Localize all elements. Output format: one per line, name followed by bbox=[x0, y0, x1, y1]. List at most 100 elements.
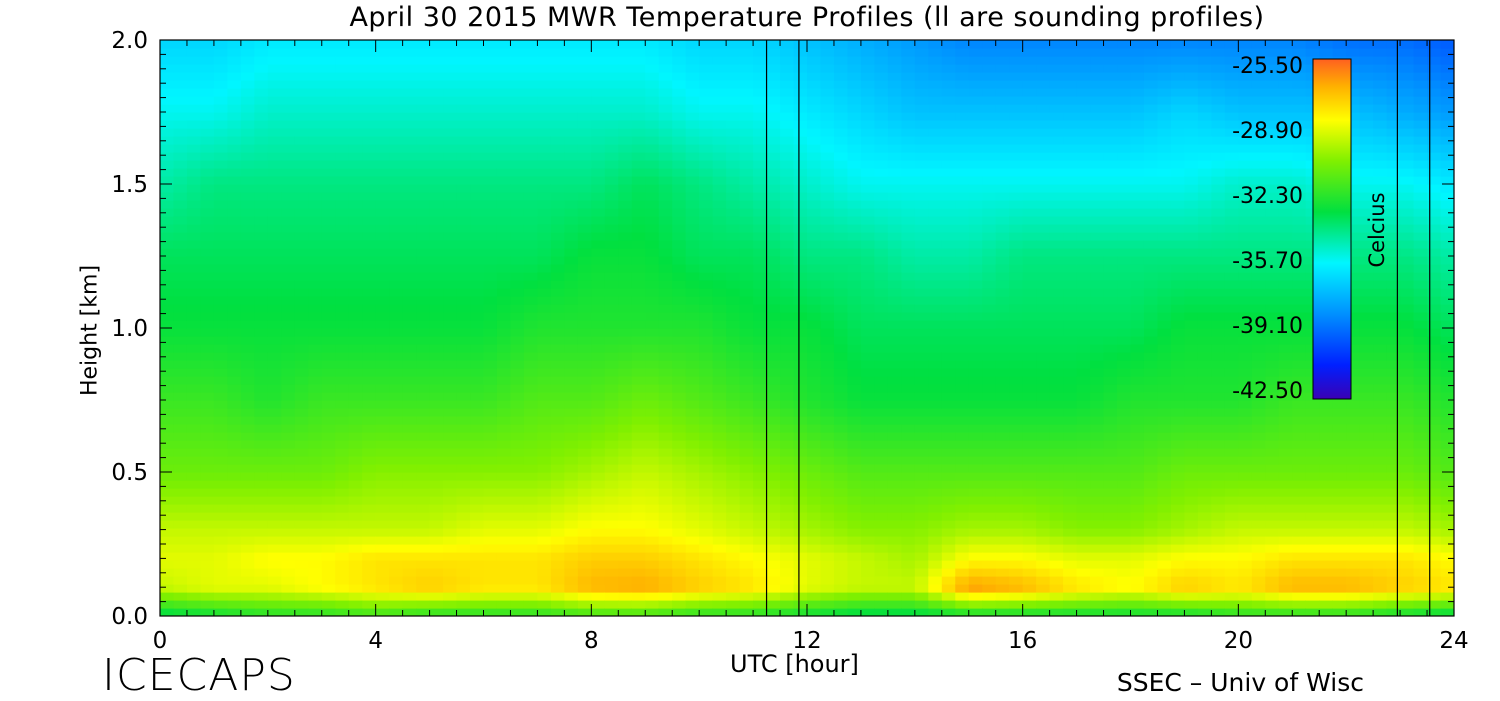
heatmap-cell bbox=[982, 104, 996, 113]
heatmap-cell bbox=[187, 56, 201, 65]
heatmap-cell bbox=[969, 472, 983, 481]
heatmap-cell bbox=[1090, 536, 1104, 545]
heatmap-cell bbox=[753, 112, 767, 121]
heatmap-cell bbox=[686, 528, 700, 537]
heatmap-cell bbox=[214, 456, 228, 465]
heatmap-cell bbox=[457, 464, 471, 473]
heatmap-cell bbox=[564, 584, 578, 593]
heatmap-cell bbox=[322, 512, 336, 521]
heatmap-cell bbox=[349, 336, 363, 345]
heatmap-cell bbox=[160, 536, 174, 545]
heatmap-cell bbox=[254, 80, 268, 89]
heatmap-cell bbox=[537, 248, 551, 257]
heatmap-cell bbox=[1023, 128, 1037, 137]
heatmap-cell bbox=[632, 88, 646, 97]
heatmap-cell bbox=[794, 312, 808, 321]
heatmap-cell bbox=[915, 360, 929, 369]
heatmap-cell bbox=[1077, 528, 1091, 537]
heatmap-cell bbox=[928, 560, 942, 569]
heatmap-cell bbox=[605, 96, 619, 105]
heatmap-cell bbox=[605, 544, 619, 553]
heatmap-cell bbox=[308, 328, 322, 337]
heatmap-cell bbox=[1050, 312, 1064, 321]
heatmap-cell bbox=[605, 112, 619, 121]
heatmap-cell bbox=[308, 168, 322, 177]
heatmap-cell bbox=[645, 256, 659, 265]
heatmap-cell bbox=[834, 232, 848, 241]
heatmap-cell bbox=[510, 536, 524, 545]
heatmap-cell bbox=[497, 80, 511, 89]
heatmap-cell bbox=[1050, 400, 1064, 409]
heatmap-cell bbox=[430, 160, 444, 169]
heatmap-cell bbox=[564, 536, 578, 545]
heatmap-cell bbox=[1036, 576, 1050, 585]
heatmap-cell bbox=[281, 576, 295, 585]
heatmap-cell bbox=[996, 400, 1010, 409]
heatmap-cell bbox=[861, 520, 875, 529]
heatmap-cell bbox=[955, 544, 969, 553]
heatmap-cell bbox=[537, 144, 551, 153]
heatmap-cell bbox=[901, 480, 915, 489]
heatmap-cell bbox=[713, 336, 727, 345]
heatmap-cell bbox=[645, 552, 659, 561]
heatmap-cell bbox=[969, 264, 983, 273]
heatmap-cell bbox=[564, 512, 578, 521]
heatmap-cell bbox=[618, 416, 632, 425]
heatmap-cell bbox=[551, 528, 565, 537]
heatmap-cell bbox=[955, 272, 969, 281]
heatmap-cell bbox=[497, 400, 511, 409]
heatmap-cell bbox=[403, 280, 417, 289]
heatmap-cell bbox=[295, 64, 309, 73]
heatmap-cell bbox=[605, 512, 619, 521]
heatmap-cell bbox=[497, 288, 511, 297]
heatmap-cell bbox=[551, 320, 565, 329]
heatmap-cell bbox=[969, 216, 983, 225]
heatmap-cell bbox=[632, 224, 646, 233]
heatmap-cell bbox=[510, 248, 524, 257]
heatmap-cell bbox=[834, 192, 848, 201]
heatmap-cell bbox=[861, 432, 875, 441]
heatmap-cell bbox=[847, 224, 861, 233]
heatmap-cell bbox=[767, 128, 781, 137]
heatmap-cell bbox=[807, 200, 821, 209]
heatmap-cell bbox=[416, 208, 430, 217]
heatmap-cell bbox=[443, 400, 457, 409]
heatmap-cell bbox=[160, 256, 174, 265]
heatmap-cell bbox=[618, 440, 632, 449]
heatmap-cell bbox=[767, 256, 781, 265]
heatmap-cell bbox=[659, 416, 673, 425]
heatmap-cell bbox=[308, 120, 322, 129]
heatmap-cell bbox=[484, 304, 498, 313]
heatmap-cell bbox=[820, 56, 834, 65]
heatmap-cell bbox=[1063, 600, 1077, 609]
heatmap-cell bbox=[659, 296, 673, 305]
heatmap-cell bbox=[632, 112, 646, 121]
heatmap-cell bbox=[470, 80, 484, 89]
heatmap-cell bbox=[618, 232, 632, 241]
heatmap-cell bbox=[564, 376, 578, 385]
heatmap-cell bbox=[200, 88, 214, 97]
heatmap-cell bbox=[295, 552, 309, 561]
heatmap-cell bbox=[227, 176, 241, 185]
heatmap-cell bbox=[268, 592, 282, 601]
heatmap-cell bbox=[389, 160, 403, 169]
heatmap-cell bbox=[322, 320, 336, 329]
heatmap-cell bbox=[281, 232, 295, 241]
heatmap-cell bbox=[780, 504, 794, 513]
heatmap-cell bbox=[295, 536, 309, 545]
heatmap-cell bbox=[942, 552, 956, 561]
heatmap-cell bbox=[403, 408, 417, 417]
heatmap-cell bbox=[1036, 416, 1050, 425]
heatmap-cell bbox=[578, 96, 592, 105]
heatmap-cell bbox=[268, 568, 282, 577]
heatmap-cell bbox=[241, 168, 255, 177]
heatmap-cell bbox=[794, 64, 808, 73]
heatmap-cell bbox=[187, 352, 201, 361]
heatmap-cell bbox=[686, 280, 700, 289]
heatmap-cell bbox=[726, 168, 740, 177]
heatmap-cell bbox=[362, 496, 376, 505]
heatmap-cell bbox=[794, 304, 808, 313]
heatmap-cell bbox=[888, 448, 902, 457]
heatmap-cell bbox=[767, 296, 781, 305]
heatmap-cell bbox=[807, 64, 821, 73]
